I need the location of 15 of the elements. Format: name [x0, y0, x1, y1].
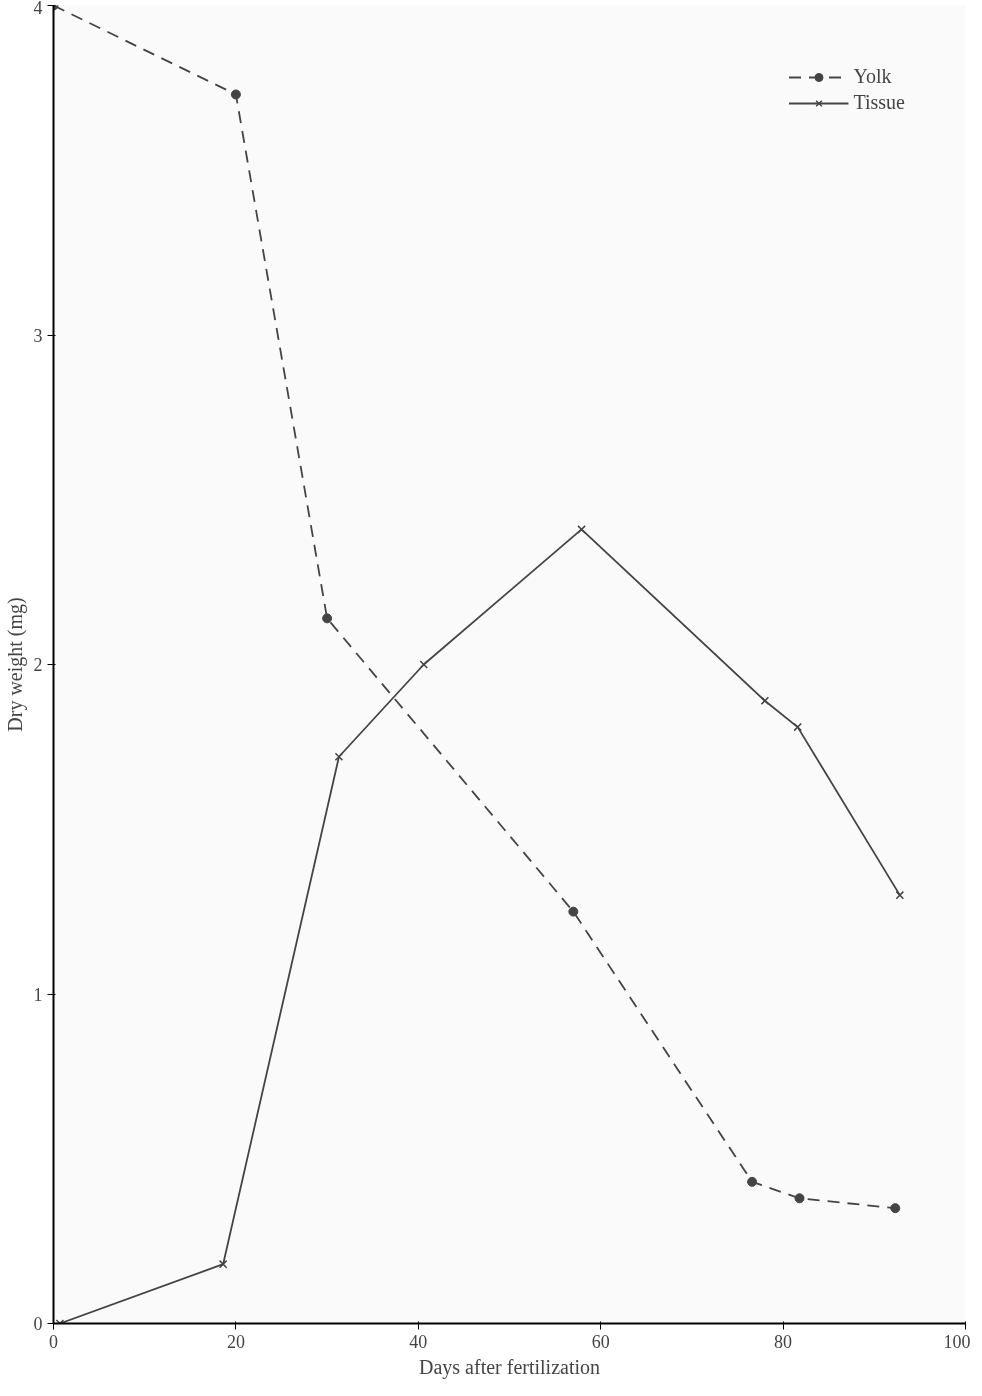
y-tick-label: 0	[33, 1314, 43, 1334]
x-tick-label: 80	[774, 1331, 793, 1352]
y-tick-label: 4	[33, 0, 43, 18]
x-tick-label: 0	[49, 1331, 58, 1352]
x-tick-label: 100	[943, 1331, 971, 1352]
x-tick-label: 40	[409, 1331, 428, 1352]
legend-label: Tissue	[853, 91, 905, 114]
x-tick-label: 20	[226, 1331, 245, 1352]
y-tick-label: 1	[33, 984, 43, 1005]
legend-label: Yolk	[853, 65, 892, 88]
y-tick-label: 3	[33, 325, 43, 346]
y-axis-title: Dry weight (mg)	[3, 597, 27, 732]
x-tick-label: 60	[591, 1331, 610, 1352]
y-tick-label: 2	[33, 655, 43, 675]
x-axis-title: Days after fertilization	[418, 1355, 601, 1379]
